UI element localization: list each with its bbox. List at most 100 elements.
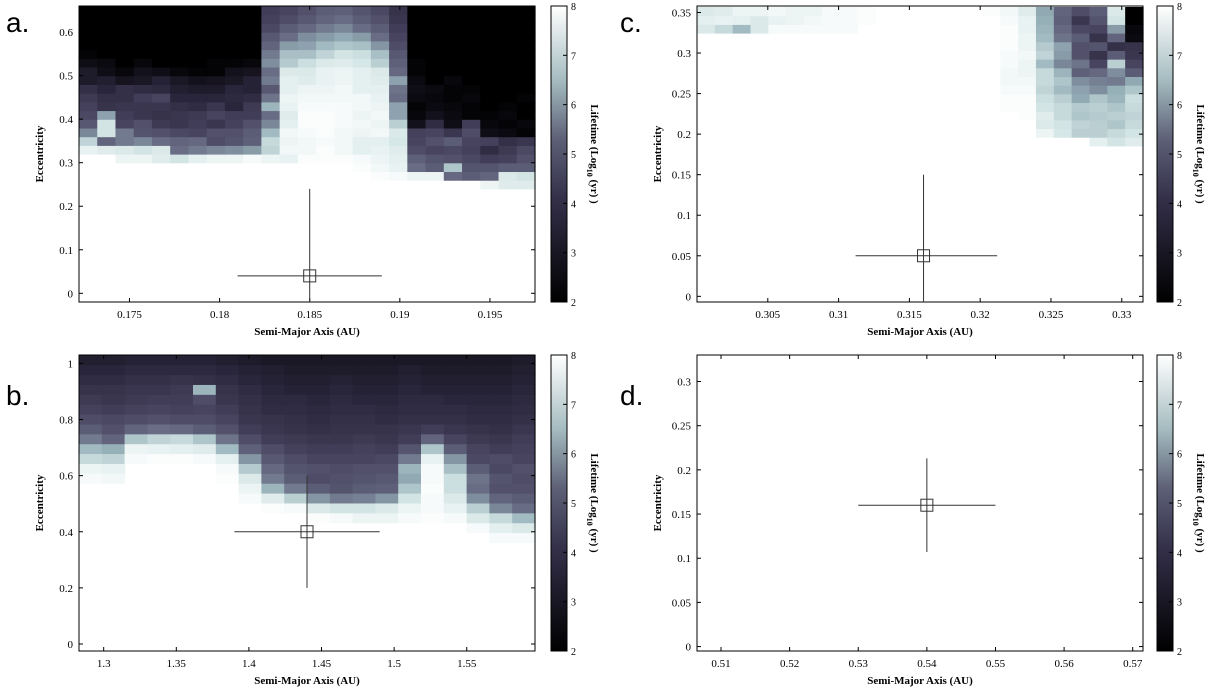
heatmap-cell xyxy=(352,32,372,42)
heatmap-cell xyxy=(389,6,408,16)
square-marker xyxy=(300,525,314,539)
heatmap-cell xyxy=(101,473,126,484)
heatmap-cell xyxy=(284,404,308,415)
y-axis-label: Eccentricity xyxy=(652,125,664,182)
heatmap-cell xyxy=(115,127,135,138)
colorbar: 2 3 4 5 6 7 8 Lifetime (Log10 (yr) ) xyxy=(550,2,600,309)
heatmap-cell xyxy=(206,93,226,103)
heatmap-cell xyxy=(1125,102,1144,112)
heatmap-cell xyxy=(133,23,153,33)
heatmap-cell xyxy=(443,162,463,173)
heatmap-cell xyxy=(462,6,481,16)
heatmap-cell xyxy=(1035,6,1055,17)
heatmap-cell xyxy=(224,84,244,94)
heatmap-cell xyxy=(115,14,135,25)
heatmap-cell xyxy=(480,127,500,138)
heatmap-cell xyxy=(443,443,468,455)
heatmap-cell xyxy=(147,423,171,435)
heatmap-cell xyxy=(352,49,372,59)
heatmap-cell xyxy=(170,145,190,155)
heatmap-cell xyxy=(804,24,823,34)
heatmap-cell xyxy=(215,453,240,464)
heatmap-cell xyxy=(466,443,490,455)
heatmap-cell xyxy=(1125,111,1144,121)
heatmap-cell xyxy=(243,75,262,85)
heatmap-cell xyxy=(398,433,422,445)
heatmap-cell xyxy=(151,127,171,138)
y-tick-label: 0.2 xyxy=(677,129,691,141)
heatmap-cell xyxy=(297,119,317,129)
heatmap-cell xyxy=(124,394,148,405)
heatmap-cell xyxy=(316,58,335,68)
colorbar: 2 3 4 5 6 7 8 Lifetime (Log10 (yr) ) xyxy=(550,351,600,658)
heatmap-cell xyxy=(407,66,427,77)
heatmap-cell xyxy=(101,374,126,385)
heatmap-cell xyxy=(443,355,468,366)
colorbar-tick-label: 8 xyxy=(571,2,576,13)
heatmap-cell xyxy=(498,154,518,164)
heatmap-cell xyxy=(489,364,513,376)
heatmap-cell xyxy=(79,364,103,376)
heatmap-cell xyxy=(170,404,194,415)
heatmap-cell xyxy=(1071,24,1091,34)
heatmap-cell xyxy=(1107,102,1126,112)
heatmap-cell xyxy=(147,404,171,415)
heatmap-cell xyxy=(398,443,422,455)
heatmap-cell xyxy=(352,84,372,94)
heatmap-cell xyxy=(425,136,445,146)
heatmap-cell xyxy=(206,32,226,42)
heatmap-cell xyxy=(370,145,390,155)
heatmap-cell xyxy=(261,423,285,435)
heatmap-cell xyxy=(421,502,445,514)
heatmap-cell xyxy=(512,355,536,366)
heatmap-cell xyxy=(425,32,445,42)
heatmap-cell xyxy=(297,75,317,85)
heatmap-cell xyxy=(151,101,171,112)
heatmap-cell xyxy=(243,23,262,33)
heatmap-cell xyxy=(1107,128,1126,138)
heatmap-cell xyxy=(857,15,876,25)
y-tick-label: 0.35 xyxy=(672,7,692,19)
heatmap-cell xyxy=(1071,119,1091,130)
heatmap-cell xyxy=(466,483,490,494)
heatmap-cell xyxy=(284,502,308,514)
plot-background xyxy=(697,355,1143,651)
heatmap-cell xyxy=(261,32,281,42)
heatmap-cell xyxy=(261,355,285,366)
heatmap-cell xyxy=(101,413,126,425)
heatmap-cell xyxy=(425,171,445,181)
x-tick-label: 0.195 xyxy=(478,309,503,321)
heatmap-cell xyxy=(1000,41,1019,51)
heatmap-cell xyxy=(1071,50,1091,60)
heatmap-cell xyxy=(443,84,463,94)
heatmap-cell xyxy=(1125,137,1144,147)
heatmap-cell xyxy=(79,66,98,77)
y-tick-label: 0 xyxy=(68,639,74,651)
heatmap-cell xyxy=(1125,59,1144,69)
heatmap-cell xyxy=(334,6,354,16)
square-marker xyxy=(920,498,934,512)
y-tick-label: 0.25 xyxy=(672,89,692,101)
heatmap-cell xyxy=(1053,111,1073,121)
y-tick-label: 0.5 xyxy=(59,71,73,83)
heatmap-cell xyxy=(206,119,226,129)
heatmap-cell xyxy=(261,364,285,376)
heatmap-cell xyxy=(1000,102,1019,112)
heatmap-cell xyxy=(307,492,331,504)
heatmap-cell xyxy=(421,463,445,474)
heatmap-cell xyxy=(1089,15,1108,25)
heatmap-cell xyxy=(279,110,299,120)
heatmap-cell xyxy=(732,15,752,25)
heatmap-cell xyxy=(316,75,335,85)
heatmap-cell xyxy=(389,14,408,25)
heatmap-cell xyxy=(124,423,148,435)
heatmap-cell xyxy=(352,394,376,405)
heatmap-cell xyxy=(498,6,518,16)
heatmap-cell xyxy=(480,154,500,164)
heatmap-cell xyxy=(1089,93,1108,104)
heatmap-cell xyxy=(188,136,208,146)
heatmap-cell xyxy=(329,463,354,474)
heatmap-cell xyxy=(750,24,769,34)
heatmap-cell xyxy=(498,84,518,94)
heatmap-cell xyxy=(193,423,217,435)
